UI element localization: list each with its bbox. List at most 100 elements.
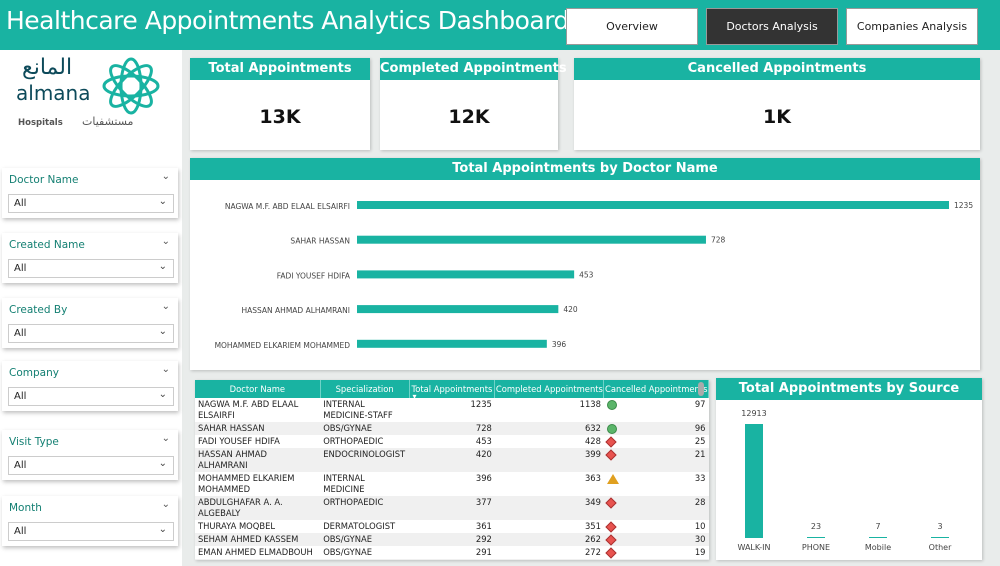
kpi-label: Total Appointments: [190, 58, 370, 80]
completed-value: 428: [584, 436, 601, 446]
column-header[interactable]: Specialization: [320, 380, 410, 398]
kpi-label: Completed Appointments: [380, 58, 567, 80]
cell-doctor-name: NAGWA M.F. ABD ELAAL ELSAIRFI: [198, 399, 299, 420]
collapse-chevron-icon[interactable]: ⌄: [161, 433, 170, 444]
column-header[interactable]: Cancelled Appointments: [603, 380, 709, 398]
cell-total: 292: [409, 533, 495, 546]
collapse-chevron-icon[interactable]: ⌄: [161, 171, 170, 182]
filter-label: Created By: [9, 304, 68, 316]
cell-specialization: INTERNAL MEDICINE: [323, 473, 365, 494]
cell-cancelled: 10: [604, 520, 709, 533]
bar-label: FADI YOUSEF HDIFA: [277, 271, 351, 280]
cell-doctor-name: BABIKER MUDAWI: [195, 559, 321, 560]
table-row[interactable]: FADI YOUSEF HDIFA ORTHOPAEDIC 453 428 25: [195, 435, 709, 448]
x-tick-label: Mobile: [865, 543, 891, 552]
bar[interactable]: [807, 537, 825, 538]
collapse-chevron-icon[interactable]: ⌄: [161, 301, 170, 312]
kpi-total-appointments: Total Appointments 13K: [190, 58, 370, 150]
filter-dropdown[interactable]: All ⌄: [8, 456, 174, 475]
completed-value: 363: [584, 473, 601, 483]
filter-label: Doctor Name: [9, 174, 79, 186]
tab-overview[interactable]: Overview: [566, 8, 698, 45]
column-header[interactable]: Doctor Name: [195, 380, 321, 398]
cell-doctor-name: HASSAN AHMAD ALHAMRANI: [195, 448, 321, 472]
doctor-bar-chart: Total Appointments by Doctor Name NAGWA …: [190, 158, 980, 370]
cell-total: 396: [475, 473, 492, 483]
cancelled-value: 28: [694, 497, 706, 507]
cell-cancelled: 28: [603, 496, 709, 520]
table-scrollbar[interactable]: [698, 382, 704, 396]
cell-total: 283: [409, 559, 495, 560]
status-diamond-red-icon: [605, 546, 617, 559]
dropdown-value: All: [14, 460, 27, 471]
cell-total: 728: [409, 422, 495, 435]
status-diamond-red-icon: [605, 435, 617, 448]
table-row[interactable]: EMAN AHMED ELMADBOUH OBS/GYNAE 291 272 1…: [195, 546, 709, 559]
bar[interactable]: [931, 537, 949, 538]
table-row[interactable]: SEHAM AHMED KASSEM OBS/GYNAE 292 262 30: [195, 533, 709, 546]
filter-dropdown[interactable]: All ⌄: [8, 522, 174, 541]
cell-total: 377: [409, 496, 495, 520]
filter-label: Visit Type: [9, 436, 59, 448]
filter-created-name: Created Name ⌄ All ⌄: [2, 233, 178, 283]
collapse-chevron-icon[interactable]: ⌄: [161, 499, 170, 510]
cell-specialization: INTERNAL MEDICINE-STAFF: [323, 399, 393, 420]
cell-specialization: OBS/GYNAE: [320, 533, 410, 546]
table-row[interactable]: THURAYA MOQBEL DERMATOLOGIST 361 351 10: [195, 520, 709, 533]
cell-completed: 272: [495, 546, 604, 559]
cell-specialization: ORTHOPAEDIC: [323, 436, 384, 446]
filter-dropdown[interactable]: All ⌄: [8, 387, 174, 406]
bar-value-label: 7: [875, 522, 880, 531]
bar[interactable]: [869, 537, 887, 538]
cancelled-value: 19: [694, 547, 706, 557]
table-row[interactable]: NAGWA M.F. ABD ELAAL ELSAIRFI INTERNAL M…: [195, 398, 709, 422]
table-row[interactable]: MOHAMMED ELKARIEM MOHAMMED INTERNAL MEDI…: [195, 472, 709, 496]
bar[interactable]: [357, 270, 575, 279]
column-header[interactable]: Total Appointments ▾: [409, 380, 496, 401]
filter-label: Month: [9, 502, 42, 514]
table-row[interactable]: ABDULGHAFAR A. A. ALGEBALY ORTHOPAEDIC 3…: [195, 496, 709, 520]
cell-doctor-name: THURAYA MOQBEL: [198, 521, 276, 531]
cell-completed: 349: [494, 496, 604, 520]
bar[interactable]: [745, 424, 763, 538]
cancelled-value: 33: [694, 473, 706, 483]
bar-value-label: 23: [811, 522, 821, 531]
filter-dropdown[interactable]: All ⌄: [8, 324, 174, 343]
logo-sub: Hospitals: [18, 118, 63, 128]
cell-specialization: ENDOCRINOLOGIST: [320, 448, 410, 472]
column-header[interactable]: Completed Appointments: [494, 380, 605, 398]
chevron-down-icon: ⌄: [158, 196, 167, 207]
filter-created-by: Created By ⌄ All ⌄: [2, 298, 178, 348]
table-row[interactable]: HASSAN AHMAD ALHAMRANI ENDOCRINOLOGIST 4…: [195, 448, 709, 472]
kpi-value: 12K: [448, 106, 490, 128]
kpi-cancelled-appointments: Cancelled Appointments 1K: [574, 58, 980, 150]
cell-specialization: DERMATOLOGIST: [323, 521, 396, 531]
cell-doctor-name: MOHAMMED ELKARIEM MOHAMMED: [198, 473, 295, 494]
collapse-chevron-icon[interactable]: ⌄: [161, 236, 170, 247]
cell-completed: 428: [495, 435, 604, 448]
cell-total: 453: [475, 436, 492, 446]
cell-specialization: OBS/GYNAE: [320, 422, 410, 435]
chart-title: Total Appointments by Doctor Name: [190, 158, 980, 180]
cell-total: 420: [409, 448, 495, 472]
cancelled-value: 21: [694, 449, 706, 459]
status-triangle-amber-icon: [606, 473, 619, 484]
tab-doctors-analysis[interactable]: Doctors Analysis: [706, 8, 838, 45]
bar-label: HASSAN AHMAD ALHAMRANI: [242, 306, 351, 315]
filter-company: Company ⌄ All ⌄: [2, 361, 178, 411]
bar[interactable]: [357, 339, 547, 348]
cell-completed: 267: [494, 559, 604, 560]
tab-companies-analysis[interactable]: Companies Analysis: [846, 8, 978, 45]
completed-value: 262: [584, 534, 601, 544]
collapse-chevron-icon[interactable]: ⌄: [161, 364, 170, 375]
cell-total: 1235: [470, 399, 492, 409]
kpi-completed-appointments: Completed Appointments 12K: [380, 58, 567, 150]
filter-dropdown[interactable]: All ⌄: [8, 259, 174, 278]
bar[interactable]: [357, 305, 559, 314]
bar[interactable]: [357, 201, 949, 209]
filter-dropdown[interactable]: All ⌄: [8, 194, 174, 213]
table-row[interactable]: BABIKER MUDAWI ENT 283 267 16: [195, 559, 709, 560]
table-row[interactable]: SAHAR HASSAN OBS/GYNAE 728 632 96: [195, 422, 709, 435]
cell-cancelled: 96: [603, 422, 709, 435]
bar[interactable]: [357, 235, 706, 244]
